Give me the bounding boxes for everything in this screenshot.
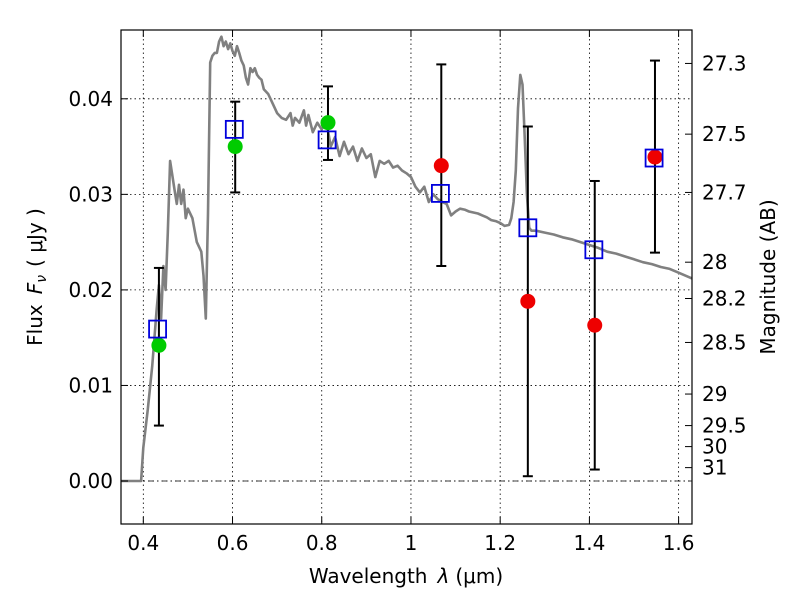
y2-tick-label: 30: [702, 435, 727, 459]
x-tick-label: 1: [405, 531, 418, 555]
y2-tick-label: 27.7: [702, 180, 747, 204]
model-point: [317, 130, 337, 150]
x-tick-label: 0.8: [306, 531, 338, 555]
model-point: [584, 240, 604, 260]
model-spectrum: [121, 35, 693, 483]
observed-point: [587, 317, 603, 333]
model-point: [224, 119, 244, 139]
y-tick-label: 0.04: [68, 87, 113, 111]
observed-point: [647, 149, 663, 165]
x-axis-title-unit: (μm): [455, 564, 503, 588]
x-tick-label: 0.6: [217, 531, 249, 555]
y-tick-label: 0.01: [68, 373, 113, 397]
plot-frame: [120, 29, 693, 525]
observed-point: [433, 158, 449, 174]
model-point: [644, 148, 664, 168]
y2-tick-label: 27.5: [702, 122, 747, 146]
y2-tick-label: 28.2: [702, 286, 747, 310]
observed-points: [151, 115, 663, 353]
y-axis-title: Flux Fν ( μJy ): [23, 208, 50, 346]
x-tick-label: 1.6: [663, 531, 695, 555]
error-bars: [153, 59, 660, 478]
observed-point: [520, 293, 536, 309]
x-axis-title: Wavelength λ (μm): [309, 564, 503, 588]
model-point: [518, 218, 538, 238]
model-point: [431, 183, 450, 203]
y2-tick-label: 29.5: [702, 414, 747, 438]
x-axis-title-prefix: Wavelength: [309, 564, 428, 588]
observed-point: [320, 115, 336, 131]
y-tick-label: 0.03: [68, 182, 113, 206]
y-tick-label: 0.02: [68, 278, 113, 302]
x-tick-label: 1.2: [484, 531, 516, 555]
spectrum-line: [121, 35, 693, 483]
model-point: [148, 319, 167, 339]
y2-tick-label: 29: [702, 382, 727, 406]
y-axis-title-unit: ( μJy ): [23, 208, 47, 267]
y-axis-title-subscript: ν: [34, 275, 50, 283]
y-tick-label: 0.00: [68, 469, 113, 493]
y2-tick-label: 28.5: [702, 330, 747, 354]
axis-ticks: 0.4 0.6 0.8 1 1.2 1.4 1.6 0.00 0.01 0.02 0.03 0.04 2…: [68, 30, 747, 555]
x-tick-label: 0.4: [127, 531, 159, 555]
y2-tick-label: 31: [702, 456, 727, 480]
observed-point: [227, 139, 243, 155]
y2-tick-label: 28: [702, 250, 727, 274]
y-axis-title-symbol: F: [23, 282, 47, 294]
y-axis-title-prefix: Flux: [23, 304, 47, 346]
x-tick-label: 1.4: [573, 531, 605, 555]
model-photometry-points: [148, 119, 664, 339]
y2-axis-title: Magnitude (AB): [756, 199, 780, 354]
observed-point: [151, 337, 167, 353]
x-axis-title-symbol: λ: [437, 564, 450, 588]
y2-tick-label: 27.3: [702, 51, 747, 75]
